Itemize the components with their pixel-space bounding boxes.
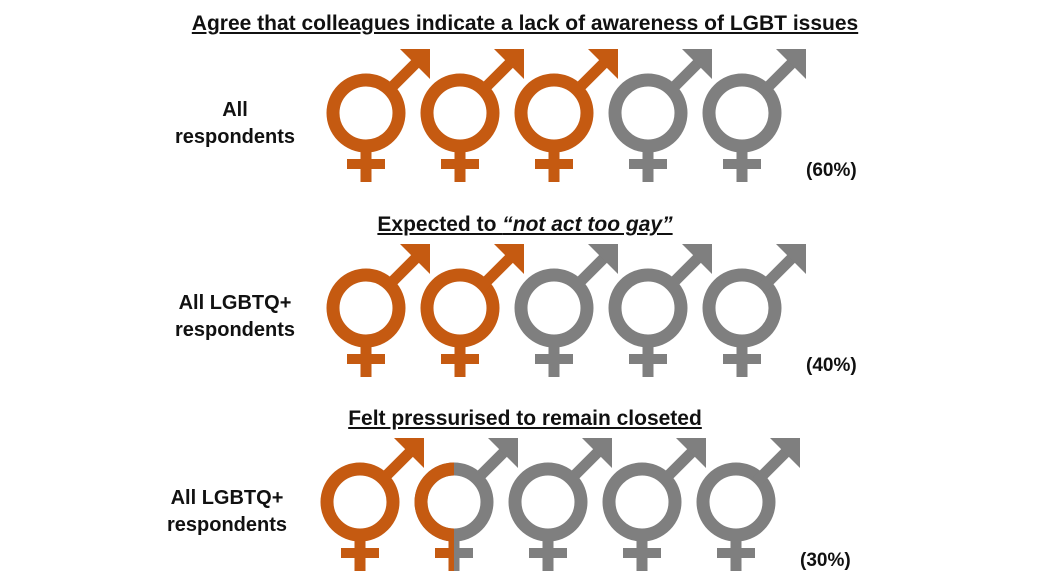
chart-2-group-label-line-1: All LGBTQ+ xyxy=(178,292,292,314)
chart-3-group-label: All LGBTQ+ respondents xyxy=(152,485,302,539)
chart-2-icon-4 xyxy=(608,244,712,377)
chart-1-icon-1 xyxy=(326,49,430,182)
chart-2-group-label: All LGBTQ+ respondents xyxy=(160,290,310,344)
chart-1-icon-2 xyxy=(420,49,524,182)
chart-2-group-label-line-2: respondents xyxy=(174,319,296,341)
chart-3-group-label-line-2: respondents xyxy=(166,514,288,536)
chart-3-icon-5 xyxy=(696,438,800,571)
chart-1-group-label-line-2: respondents xyxy=(174,126,296,148)
chart-2-icon-2 xyxy=(420,244,524,377)
chart-2-icon-5 xyxy=(702,244,806,377)
chart-1-title: Agree that colleagues indicate a lack of… xyxy=(191,12,859,35)
chart-2-icon-1 xyxy=(326,244,430,377)
chart-3-icon-4 xyxy=(602,438,706,571)
chart-1-icon-5 xyxy=(702,49,806,182)
chart-2-title-quote: “not act too gay” xyxy=(502,213,673,236)
chart-3-group-label-line-1: All LGBTQ+ xyxy=(170,487,284,509)
chart-1-group-label: All respondents xyxy=(160,97,310,151)
chart-3-percent-label: (30%) xyxy=(800,550,851,571)
chart-2-icon-3 xyxy=(514,244,618,377)
chart-2-title: Expected to “not act too gay” xyxy=(0,213,1050,237)
chart-1-icon-3 xyxy=(514,49,618,182)
chart-3-icon-2 xyxy=(414,438,518,571)
chart-3-icon-1 xyxy=(320,438,424,571)
chart-3-icon-3 xyxy=(508,438,612,571)
chart-3-title: Felt pressurised to remain closeted xyxy=(348,407,702,430)
chart-1-percent-label: (60%) xyxy=(806,160,857,181)
chart-1-icon-4 xyxy=(608,49,712,182)
chart-2-title-prefix: Expected to xyxy=(377,213,503,236)
chart-2-percent-label: (40%) xyxy=(806,355,857,376)
chart-1-group-label-line-1: All xyxy=(222,99,248,121)
